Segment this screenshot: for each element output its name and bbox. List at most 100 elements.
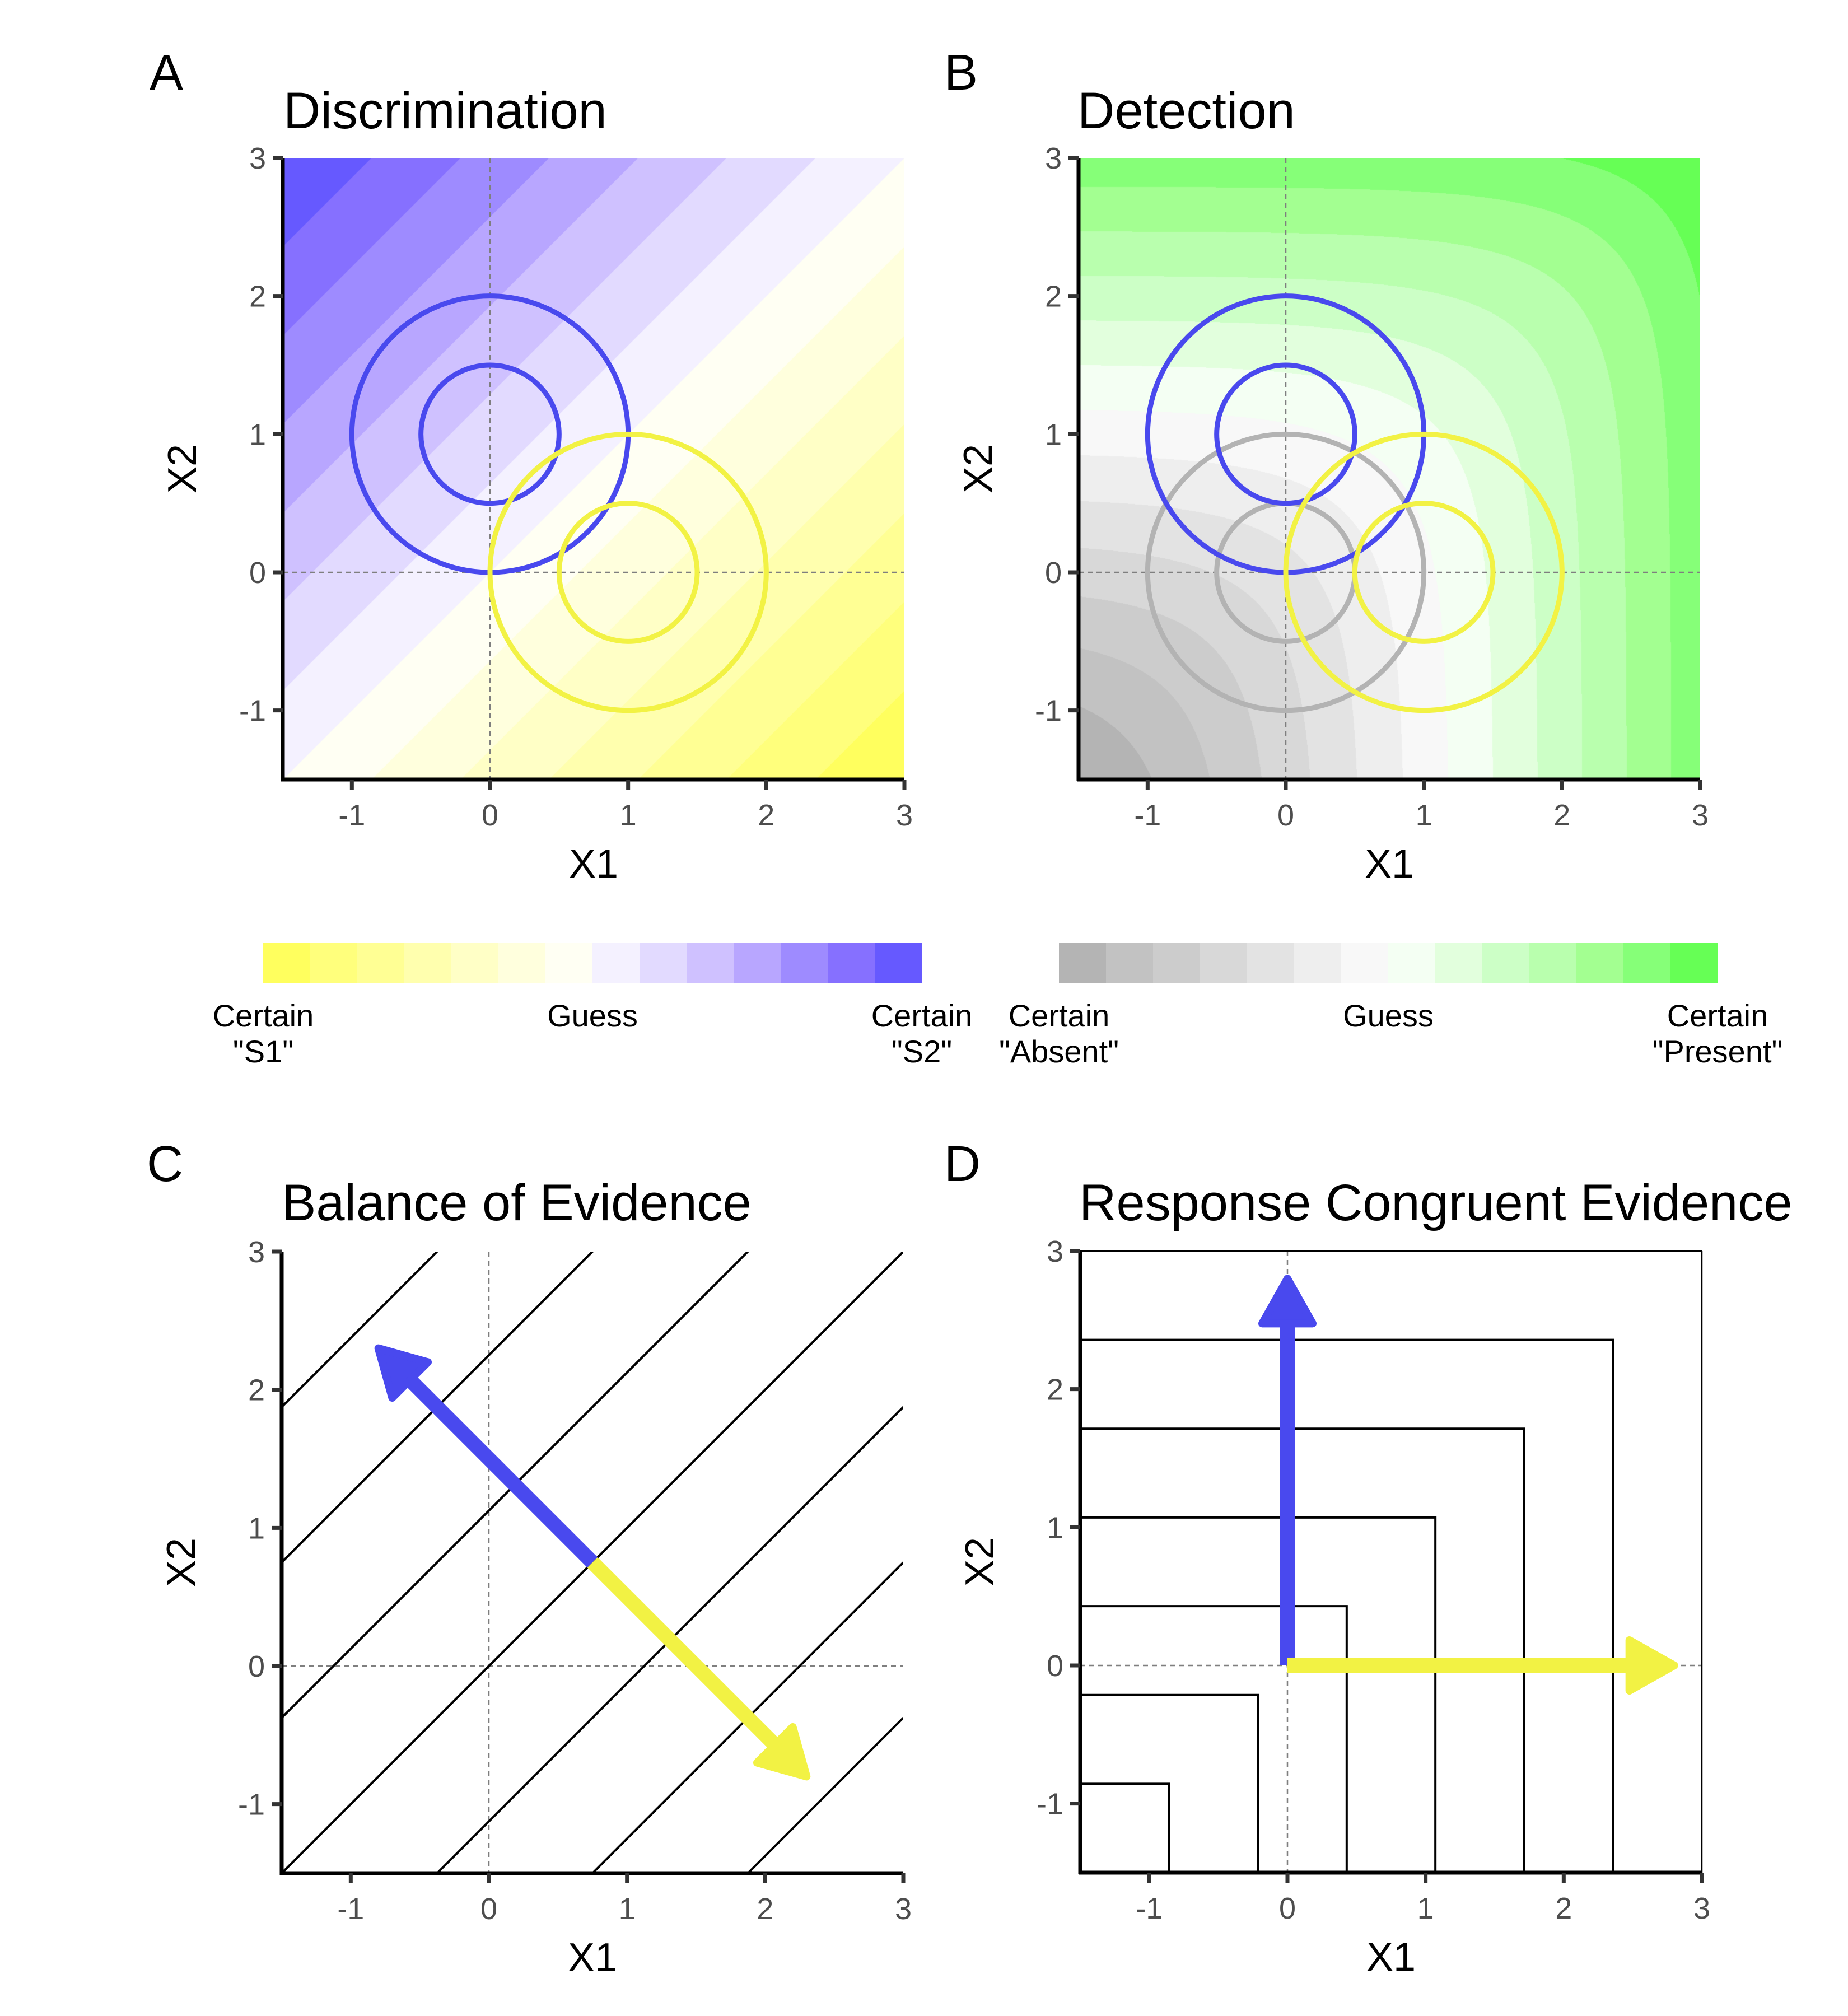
discrimination-legend-bar: [263, 943, 922, 983]
y-tick-label: 2: [1047, 1373, 1063, 1407]
y-tick-label: 1: [248, 1511, 265, 1545]
y-axis-title: X2: [958, 1537, 1002, 1586]
legend-swatch: [1247, 943, 1294, 983]
x-axis-title: X1: [569, 842, 618, 886]
y-axis-title: X2: [956, 444, 1001, 493]
contour-line: [1080, 1338, 1614, 1873]
detection-legend-bar: [1059, 943, 1718, 983]
x-tick-label: 3: [1692, 799, 1709, 832]
legend-swatch: [310, 943, 357, 983]
legend-swatch: [451, 943, 498, 983]
x-tick-label: -1: [1136, 1892, 1163, 1925]
panel-a-plot: -1 0 1 2 3 -1 0 1 2 3 X1 X2: [160, 142, 913, 886]
legend-label-certain-s2: Certain "S2": [871, 998, 973, 1069]
legend-swatch: [545, 943, 592, 983]
panel-letter-c: C: [147, 1136, 183, 1192]
legend-label-certain-s1: Certain "S1": [212, 998, 314, 1069]
legend-swatch: [1153, 943, 1200, 983]
legend-swatch: [1106, 943, 1153, 983]
y-tick-label: 1: [249, 418, 266, 451]
x-tick-label: 2: [1553, 799, 1570, 832]
contour-line: [282, 1252, 750, 1719]
y-tick-label: -1: [239, 694, 266, 728]
contour-line: [282, 1252, 439, 1408]
y-tick-label: -1: [1037, 1788, 1063, 1821]
panel-c-plot: -1 0 1 2 3 -1 0 1 2 3 X1 X2: [159, 1235, 912, 1980]
x-tick-label: 0: [1277, 799, 1294, 832]
legend-swatch: [592, 943, 640, 983]
x-axis-title: X1: [1365, 842, 1414, 886]
legend-swatch: [1623, 943, 1670, 983]
y-tick-label: 3: [248, 1235, 265, 1269]
legend-swatch: [1435, 943, 1482, 983]
detection-heatmap: [1079, 158, 1700, 780]
arrow-head-s2: [374, 1344, 432, 1402]
x-tick-label: 0: [482, 799, 498, 832]
panel-letter-d: D: [944, 1136, 981, 1192]
legend-label-guess-discrimination: Guess: [547, 998, 638, 1033]
x-tick-label: -1: [1134, 799, 1161, 832]
legend-swatch: [875, 943, 922, 983]
y-tick-label: 2: [1045, 280, 1062, 314]
contour-line: [1080, 1516, 1437, 1873]
y-tick-label: 0: [249, 556, 266, 590]
arrow-shaft-s1: [587, 1557, 782, 1752]
x-tick-label: 1: [619, 1892, 636, 1926]
arrow-head-s1: [1625, 1636, 1678, 1695]
panel-title-response-congruent-evidence: Response Congruent Evidence: [1079, 1174, 1793, 1231]
x-tick-label: -1: [338, 799, 365, 832]
panel-b-plot: -1 0 1 2 3 -1 0 1 2 3 X1 X2: [956, 142, 1709, 886]
x-tick-label: 0: [480, 1892, 497, 1926]
legend-swatch: [781, 943, 828, 983]
y-tick-label: 1: [1045, 418, 1062, 451]
legend-swatch: [1529, 943, 1576, 983]
y-tick-label: 3: [249, 142, 266, 175]
legend-swatch: [687, 943, 734, 983]
y-tick-label: 3: [1047, 1235, 1063, 1268]
legend-swatch: [1388, 943, 1435, 983]
circle-s2: [1214, 362, 1357, 506]
x-tick-label: 2: [758, 799, 774, 832]
contour-line: [282, 1252, 594, 1564]
arrow-shaft-s2: [403, 1373, 598, 1568]
y-tick-label: 3: [1045, 142, 1062, 175]
legend-swatch: [357, 943, 404, 983]
panel-title-discrimination: Discrimination: [283, 82, 607, 139]
circle-s1: [487, 431, 769, 713]
legend-label-guess-detection: Guess: [1343, 998, 1434, 1033]
arrow-head-s2: [1258, 1275, 1317, 1328]
legend-swatch: [1059, 943, 1106, 983]
x-axis-title: X1: [1366, 1935, 1416, 1980]
circle-absent: [1145, 431, 1427, 713]
circle-s1: [556, 501, 700, 644]
legend-label-certain-absent: Certain "Absent": [998, 998, 1119, 1069]
y-tick-label: -1: [1035, 694, 1062, 728]
y-axis-title: X2: [160, 444, 205, 493]
y-tick-label: 2: [248, 1374, 265, 1407]
contour-line: [1080, 1605, 1348, 1873]
contour-line: [746, 1717, 903, 1873]
panel-letter-b: B: [944, 45, 978, 101]
legend-swatch: [1670, 943, 1718, 983]
x-tick-label: 1: [1416, 799, 1432, 832]
x-tick-label: 3: [896, 799, 913, 832]
arrow-head-s1: [753, 1723, 811, 1781]
contour-line: [591, 1561, 903, 1873]
legend-swatch: [1200, 943, 1247, 983]
legend-swatch: [1576, 943, 1623, 983]
circle-s2: [418, 362, 562, 506]
panel-letter-a: A: [150, 45, 184, 101]
contour-line: [1080, 1427, 1525, 1873]
legend-swatch: [404, 943, 451, 983]
y-axis-title: X2: [159, 1538, 204, 1587]
y-tick-label: 2: [249, 280, 266, 314]
contour-line: [1080, 1693, 1259, 1873]
x-tick-label: 2: [757, 1892, 773, 1926]
legend-swatch: [498, 943, 545, 983]
legend-swatch: [1294, 943, 1341, 983]
contour-line: [1080, 1782, 1170, 1873]
y-tick-label: 0: [1045, 556, 1062, 590]
legend-swatch: [640, 943, 687, 983]
discrimination-heatmap: [283, 158, 904, 780]
